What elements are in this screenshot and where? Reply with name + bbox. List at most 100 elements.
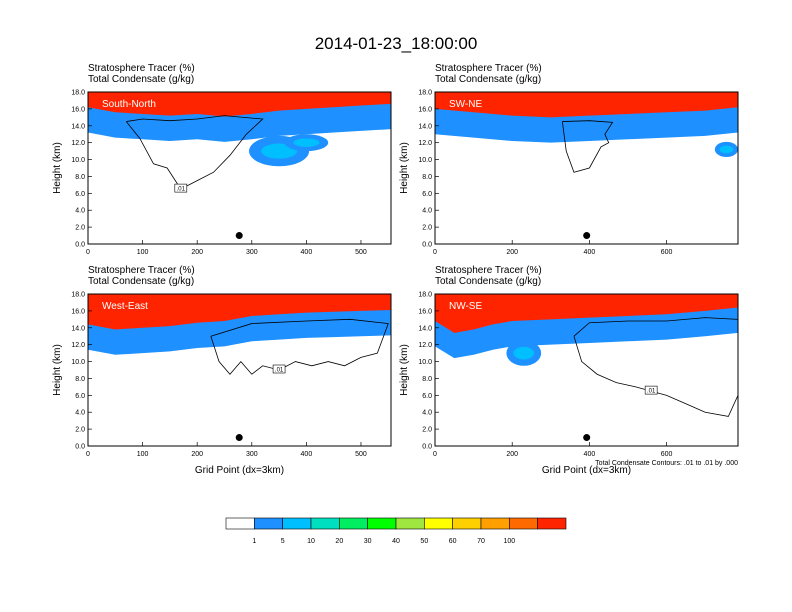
- y-tick-label: 10.0: [71, 157, 85, 164]
- y-tick-label: 12.0: [71, 140, 85, 147]
- panel-sw-ne: 0.0 2.0 4.0 6.0 8.0 10.0 12.0 14.0 16.0 18.0 0 200 4…: [399, 63, 739, 256]
- y-tick-label: 8.0: [422, 376, 432, 383]
- y-tick-label: 14.0: [71, 325, 85, 332]
- colorbar-swatch: [310, 517, 340, 530]
- condensate-contour: [561, 120, 614, 173]
- y-tick-label: 8.0: [422, 174, 432, 181]
- x-axis-label: Grid Point (dx=3km): [542, 465, 631, 476]
- y-tick-label: 4.0: [422, 208, 432, 215]
- y-tick-label: 6.0: [75, 191, 85, 198]
- y-tick-label: 12.0: [71, 342, 85, 349]
- tracer-top-layer: [88, 92, 391, 117]
- contour-footnote: Total Condensate Contours: .01 to .01 by…: [595, 460, 738, 467]
- colorbar-swatch: [367, 517, 397, 530]
- y-tick-label: 0.0: [75, 444, 85, 451]
- y-axis-label: Height (km): [52, 142, 63, 194]
- x-tick-label: 0: [433, 451, 437, 458]
- colorbar-swatch: [225, 517, 255, 530]
- colorbar-swatch: [339, 517, 368, 530]
- colorbar-swatch: [480, 517, 510, 530]
- colorbar-swatch: [282, 517, 312, 530]
- y-axis-label: Height (km): [52, 344, 63, 396]
- colorbar-swatch: [452, 517, 482, 530]
- y-tick-label: 12.0: [418, 342, 432, 349]
- y-tick-label: 14.0: [418, 325, 432, 332]
- y-tick-label: 18.0: [418, 90, 432, 97]
- colorbar-label: 10: [307, 538, 315, 545]
- condensate-blob-core: [293, 138, 320, 147]
- x-tick-label: 300: [246, 249, 258, 256]
- x-tick-label: 500: [355, 249, 367, 256]
- plot-frame: [434, 293, 739, 447]
- panel-title-condensate: Total Condensate (g/kg): [88, 74, 194, 85]
- colorbar-swatch: [395, 517, 425, 530]
- x-tick-label: 400: [301, 451, 313, 458]
- y-tick-label: 12.0: [418, 140, 432, 147]
- x-tick-label: 100: [137, 249, 149, 256]
- panel-west-east: .01 0.0 2.0 4.0 6.0 8.0 10.0 12.0 14.0 16.0 18.0 0 1…: [52, 265, 392, 476]
- contour-label: .01: [177, 187, 186, 193]
- x-tick-label: 200: [191, 451, 203, 458]
- y-tick-label: 0.0: [422, 444, 432, 451]
- y-tick-label: 2.0: [422, 427, 432, 434]
- x-tick-label: 0: [433, 249, 437, 256]
- panel-title-tracer: Stratosphere Tracer (%): [435, 63, 542, 74]
- plot-frame: [434, 91, 739, 245]
- y-tick-label: 18.0: [418, 292, 432, 299]
- tracer-top-layer: [88, 294, 391, 330]
- x-axis-label: Grid Point (dx=3km): [195, 465, 284, 476]
- y-axis-label: Height (km): [399, 142, 410, 194]
- x-tick-label: 400: [584, 249, 596, 256]
- x-tick-label: 500: [355, 451, 367, 458]
- y-tick-label: 16.0: [71, 308, 85, 315]
- y-tick-label: 18.0: [71, 292, 85, 299]
- location-marker: [583, 434, 591, 442]
- x-tick-label: 200: [191, 249, 203, 256]
- colorbar-label: 40: [392, 538, 400, 545]
- x-tick-label: 0: [86, 249, 90, 256]
- colorbar-swatch: [509, 517, 538, 530]
- x-tick-label: 300: [246, 451, 258, 458]
- panel-label: SW-NE: [449, 99, 482, 110]
- panel-title-tracer: Stratosphere Tracer (%): [88, 265, 195, 276]
- colorbar-label: 5: [281, 538, 285, 545]
- contour-label: .01: [647, 389, 656, 395]
- x-tick-label: 600: [661, 451, 673, 458]
- y-tick-label: 10.0: [418, 157, 432, 164]
- contour-label-box: [644, 385, 658, 395]
- panel-title-tracer: Stratosphere Tracer (%): [435, 265, 542, 276]
- y-tick-label: 6.0: [422, 191, 432, 198]
- contour-label-box: [272, 364, 286, 374]
- condensate-contour: [210, 318, 389, 375]
- y-tick-label: 16.0: [418, 106, 432, 113]
- y-tick-label: 2.0: [75, 427, 85, 434]
- colorbar: 1 5 10 20 30 40 50 60 70 100: [225, 517, 567, 545]
- x-tick-label: 200: [506, 451, 518, 458]
- contour-label: .01: [275, 368, 284, 374]
- panel-title-condensate: Total Condensate (g/kg): [88, 276, 194, 287]
- tracer-top-layer: [435, 294, 738, 333]
- panel-label: West-East: [102, 301, 148, 312]
- contour-label-box: [174, 183, 188, 193]
- colorbar-label: 50: [420, 538, 428, 545]
- y-tick-label: 18.0: [71, 90, 85, 97]
- colorbar-label: 1: [252, 538, 256, 545]
- x-tick-label: 0: [86, 451, 90, 458]
- y-tick-label: 4.0: [422, 410, 432, 417]
- y-tick-label: 6.0: [422, 393, 432, 400]
- panel-label: South-North: [102, 99, 156, 110]
- colorbar-label: 60: [449, 538, 457, 545]
- condensate-blob-core: [261, 143, 298, 159]
- y-tick-label: 16.0: [418, 308, 432, 315]
- colorbar-swatch: [254, 517, 283, 530]
- colorbar-swatch: [537, 517, 567, 530]
- condensate-contour: [573, 317, 739, 417]
- y-tick-label: 8.0: [75, 376, 85, 383]
- location-marker: [235, 232, 243, 240]
- tracer-top-layer: [435, 92, 738, 118]
- colorbar-swatch: [424, 517, 453, 530]
- y-tick-label: 0.0: [422, 242, 432, 249]
- x-tick-label: 400: [301, 249, 313, 256]
